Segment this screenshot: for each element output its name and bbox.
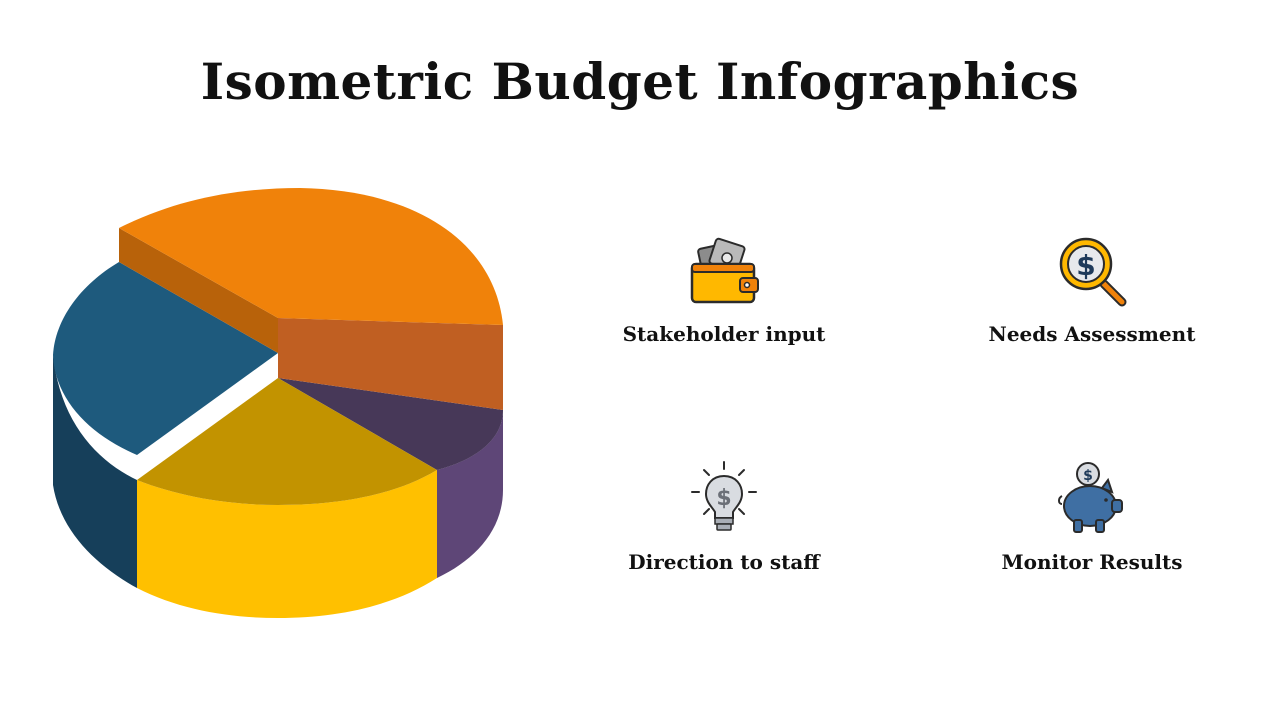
orange-segment-edge [119,228,278,353]
item-needs-assessment: $ Needs Assessment [942,232,1242,346]
gold-segment-side [137,470,437,618]
item-label: Monitor Results [1001,550,1183,574]
svg-text:$: $ [1083,468,1093,484]
pie-svg [53,188,503,618]
svg-text:$: $ [1076,249,1095,282]
item-label: Direction to staff [628,550,820,574]
orange-segment-top [119,188,503,325]
lightbulb-dollar-icon: $ [691,461,757,531]
page-title: Isometric Budget Infographics [200,52,1080,111]
svg-text:$: $ [716,486,731,511]
wallet-icon [690,237,759,304]
item-label: Needs Assessment [988,322,1196,346]
gold-segment-top [137,378,437,505]
isometric-pie-chart [40,170,520,640]
item-direction-to-staff: $ Direction to staff [574,460,874,574]
item-label: Stakeholder input [622,322,826,346]
item-monitor-results: $ Monitor Results [942,460,1242,574]
orange-segment-side [278,318,503,410]
purple-segment-side [437,410,503,578]
piggy-bank-icon: $ [1058,462,1123,533]
blue-segment-side [53,355,137,588]
purple-segment-top [278,378,503,470]
magnifier-dollar-icon: $ [1059,237,1127,307]
item-stakeholder-input: Stakeholder input [574,232,874,346]
blue-segment-top [53,262,278,455]
